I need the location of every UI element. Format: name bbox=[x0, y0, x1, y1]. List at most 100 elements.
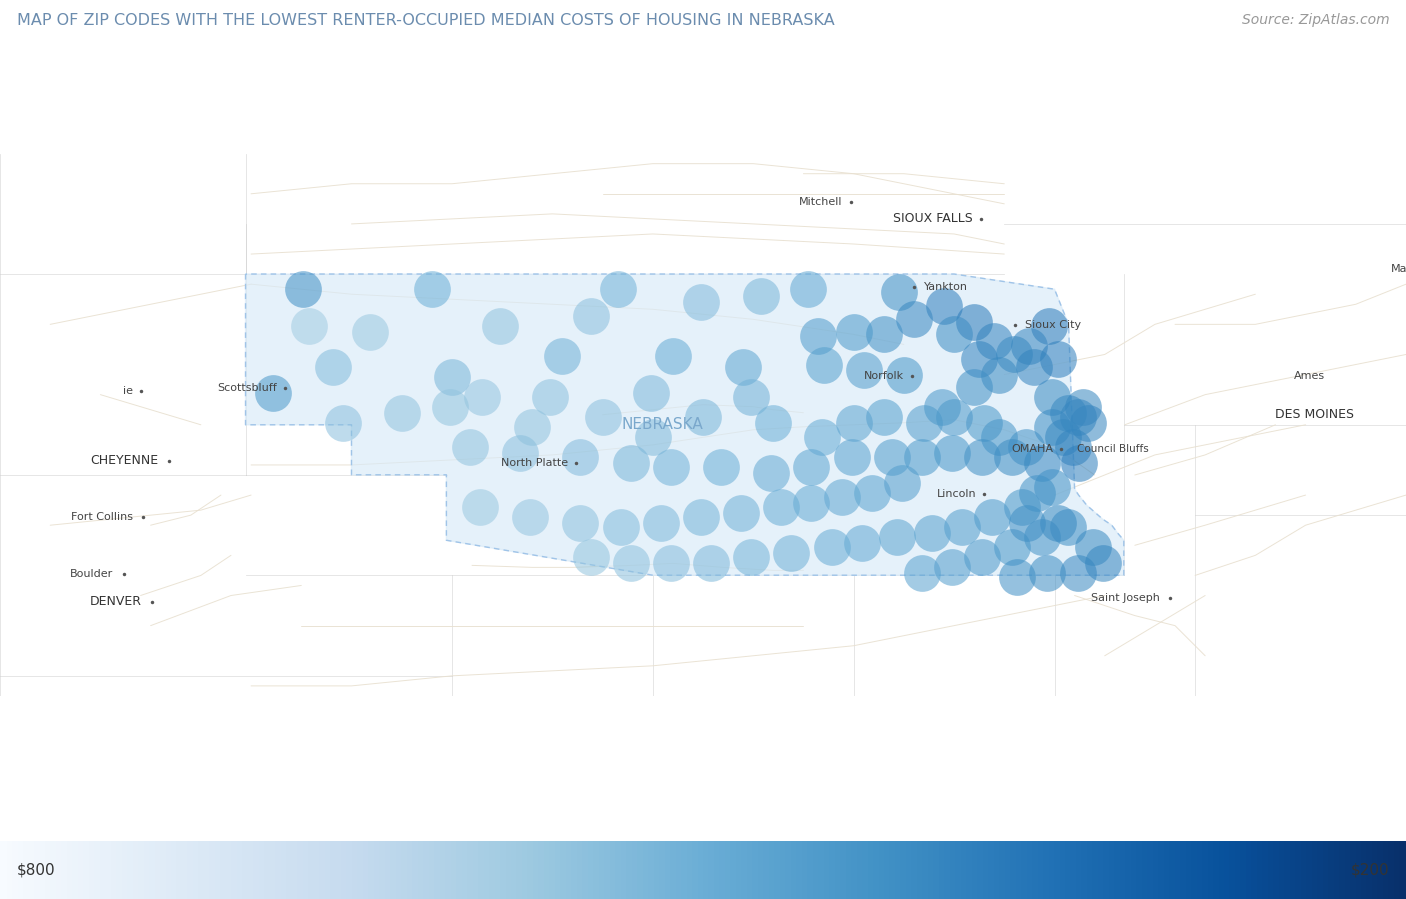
Point bbox=[941, 446, 963, 460]
Point bbox=[1062, 440, 1084, 454]
Point bbox=[509, 446, 531, 460]
Point bbox=[1036, 566, 1059, 581]
Point bbox=[640, 386, 662, 400]
Point bbox=[1091, 556, 1114, 571]
Text: Lincoln: Lincoln bbox=[936, 489, 976, 499]
Point bbox=[810, 430, 832, 444]
Point bbox=[1066, 566, 1088, 581]
Point bbox=[921, 526, 943, 540]
Point bbox=[1067, 456, 1090, 470]
Point bbox=[659, 556, 682, 571]
Point bbox=[322, 360, 344, 374]
Point bbox=[519, 510, 541, 524]
Point bbox=[860, 485, 883, 500]
Text: Fort Collins: Fort Collins bbox=[70, 512, 132, 521]
Point bbox=[831, 490, 853, 504]
Point bbox=[972, 450, 994, 464]
Point bbox=[1056, 520, 1078, 534]
Point bbox=[1042, 480, 1064, 494]
Text: Boulder: Boulder bbox=[70, 569, 114, 579]
Point bbox=[692, 410, 714, 424]
Point bbox=[842, 415, 865, 430]
Point bbox=[1052, 430, 1074, 444]
Text: NEBRASKA: NEBRASKA bbox=[621, 417, 704, 432]
Point bbox=[1031, 530, 1053, 545]
Point bbox=[592, 410, 614, 424]
Point bbox=[710, 459, 733, 474]
Point bbox=[761, 466, 783, 480]
Point bbox=[1042, 420, 1064, 434]
Point bbox=[609, 520, 631, 534]
Point bbox=[740, 550, 762, 565]
Text: Ames: Ames bbox=[1294, 370, 1324, 380]
Point bbox=[963, 379, 986, 394]
Point bbox=[1007, 570, 1029, 584]
Text: Mas: Mas bbox=[1391, 264, 1406, 274]
Point bbox=[522, 420, 544, 434]
Point bbox=[1077, 415, 1099, 430]
Point bbox=[1038, 319, 1060, 334]
Text: Source: ZipAtlas.com: Source: ZipAtlas.com bbox=[1241, 13, 1389, 28]
Text: DENVER: DENVER bbox=[90, 595, 142, 608]
Point bbox=[931, 399, 953, 414]
Point bbox=[733, 360, 755, 374]
Point bbox=[662, 350, 685, 364]
Point bbox=[912, 415, 935, 430]
Point bbox=[606, 282, 628, 297]
Point bbox=[391, 405, 413, 420]
Point bbox=[1024, 360, 1046, 374]
Point bbox=[489, 319, 512, 334]
Point bbox=[1001, 450, 1024, 464]
Point bbox=[1015, 440, 1038, 454]
Point bbox=[893, 368, 915, 382]
Point bbox=[780, 546, 803, 560]
Text: DES MOINES: DES MOINES bbox=[1275, 408, 1354, 422]
Point bbox=[468, 500, 491, 514]
Text: CHEYENNE: CHEYENNE bbox=[90, 454, 159, 467]
Text: Norfolk: Norfolk bbox=[865, 371, 904, 381]
Point bbox=[852, 362, 875, 377]
Point bbox=[890, 476, 912, 490]
Point bbox=[932, 299, 955, 314]
Text: North Platte: North Platte bbox=[501, 458, 568, 467]
Point bbox=[873, 327, 896, 342]
Point bbox=[886, 530, 908, 545]
Point bbox=[740, 389, 762, 404]
Text: Scottsbluff: Scottsbluff bbox=[217, 383, 277, 393]
Point bbox=[298, 319, 321, 334]
Point bbox=[262, 386, 284, 400]
Point bbox=[800, 459, 823, 474]
Point bbox=[359, 325, 381, 340]
Point bbox=[988, 368, 1011, 382]
Point bbox=[967, 352, 990, 367]
Point bbox=[620, 556, 643, 571]
Point bbox=[1071, 399, 1094, 414]
Point bbox=[988, 430, 1011, 444]
Point bbox=[943, 410, 966, 424]
Point bbox=[1056, 405, 1078, 420]
Point bbox=[880, 450, 903, 464]
Point bbox=[659, 459, 682, 474]
Point bbox=[797, 282, 820, 297]
Point bbox=[332, 415, 354, 430]
Point bbox=[620, 456, 643, 470]
Point bbox=[1066, 410, 1088, 424]
Point bbox=[1001, 540, 1024, 555]
Point bbox=[762, 415, 785, 430]
Point bbox=[887, 285, 910, 299]
Point bbox=[749, 289, 772, 304]
Text: OMAHA: OMAHA bbox=[1011, 444, 1053, 454]
Point bbox=[1026, 485, 1049, 500]
Point bbox=[641, 430, 664, 444]
Point bbox=[1002, 347, 1025, 361]
Text: SIOUX FALLS: SIOUX FALLS bbox=[893, 212, 973, 226]
Point bbox=[983, 334, 1005, 349]
Point bbox=[579, 550, 602, 565]
Point bbox=[292, 282, 315, 297]
Point bbox=[690, 295, 713, 309]
Point bbox=[842, 325, 865, 340]
Point bbox=[963, 316, 986, 330]
Point bbox=[820, 540, 842, 555]
Text: Saint Joseph: Saint Joseph bbox=[1091, 593, 1160, 603]
Point bbox=[471, 389, 494, 404]
